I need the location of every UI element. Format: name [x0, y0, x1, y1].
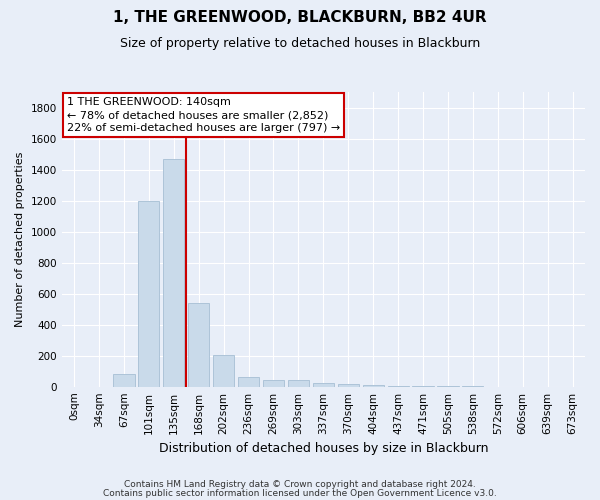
Bar [213, 355, 234, 386]
Bar [113, 374, 134, 386]
Text: Contains public sector information licensed under the Open Government Licence v3: Contains public sector information licen… [103, 488, 497, 498]
Text: 1 THE GREENWOOD: 140sqm
← 78% of detached houses are smaller (2,852)
22% of semi: 1 THE GREENWOOD: 140sqm ← 78% of detache… [67, 97, 340, 134]
Bar [138, 201, 160, 386]
Text: 1, THE GREENWOOD, BLACKBURN, BB2 4UR: 1, THE GREENWOOD, BLACKBURN, BB2 4UR [113, 10, 487, 25]
Bar [163, 159, 184, 386]
Bar [288, 380, 309, 386]
Bar [238, 376, 259, 386]
Y-axis label: Number of detached properties: Number of detached properties [15, 152, 25, 328]
Bar [188, 303, 209, 386]
Bar [313, 383, 334, 386]
Bar [263, 380, 284, 386]
Bar [338, 384, 359, 386]
Bar [362, 385, 384, 386]
Text: Contains HM Land Registry data © Crown copyright and database right 2024.: Contains HM Land Registry data © Crown c… [124, 480, 476, 489]
X-axis label: Distribution of detached houses by size in Blackburn: Distribution of detached houses by size … [158, 442, 488, 455]
Text: Size of property relative to detached houses in Blackburn: Size of property relative to detached ho… [120, 38, 480, 51]
